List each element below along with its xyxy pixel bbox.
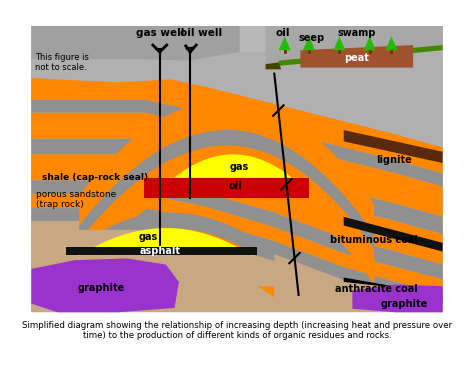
Polygon shape [333, 36, 346, 50]
Text: shale (cap-rock seal): shale (cap-rock seal) [42, 173, 148, 182]
Polygon shape [31, 74, 443, 173]
Polygon shape [31, 26, 239, 61]
Polygon shape [364, 36, 376, 50]
Polygon shape [166, 154, 301, 185]
Polygon shape [279, 36, 291, 50]
Polygon shape [344, 278, 443, 302]
Polygon shape [385, 36, 398, 50]
Polygon shape [31, 312, 443, 366]
Text: asphalt: asphalt [139, 246, 180, 256]
Text: anthracite coal: anthracite coal [335, 284, 418, 294]
Polygon shape [31, 230, 443, 312]
Text: gas: gas [230, 162, 249, 172]
Text: oil: oil [228, 181, 242, 191]
Text: oil: oil [276, 28, 290, 38]
Polygon shape [303, 36, 315, 50]
Polygon shape [31, 258, 179, 312]
Polygon shape [279, 45, 443, 66]
Polygon shape [31, 100, 443, 187]
Text: graphite: graphite [381, 299, 428, 309]
Text: peat: peat [344, 53, 369, 63]
Polygon shape [265, 62, 281, 69]
Text: graphite: graphite [77, 283, 124, 293]
Polygon shape [31, 26, 443, 312]
Polygon shape [344, 217, 443, 252]
Text: porous sandstone
(trap rock): porous sandstone (trap rock) [36, 190, 116, 209]
Polygon shape [31, 194, 443, 295]
Polygon shape [144, 178, 309, 198]
Polygon shape [352, 285, 443, 312]
Polygon shape [31, 52, 265, 82]
Polygon shape [31, 154, 443, 265]
Polygon shape [31, 180, 443, 279]
Polygon shape [79, 228, 253, 256]
Polygon shape [66, 212, 274, 272]
Polygon shape [31, 52, 443, 308]
Polygon shape [31, 221, 443, 312]
Polygon shape [265, 26, 443, 67]
Polygon shape [31, 208, 443, 308]
Text: bituminous coal: bituminous coal [329, 235, 418, 245]
Text: This figure is
not to scale.: This figure is not to scale. [35, 53, 89, 72]
Polygon shape [79, 100, 374, 234]
Text: Simplified diagram showing the relationship of increasing depth (increasing heat: Simplified diagram showing the relations… [22, 321, 452, 340]
Text: oil well: oil well [181, 28, 222, 38]
Polygon shape [301, 45, 413, 67]
Polygon shape [66, 247, 257, 255]
Text: gas well: gas well [136, 28, 184, 38]
Text: seep: seep [299, 33, 325, 43]
Polygon shape [79, 146, 374, 285]
Polygon shape [31, 139, 443, 234]
Text: lignite: lignite [375, 156, 411, 165]
Text: gas: gas [139, 232, 158, 242]
Polygon shape [344, 130, 443, 163]
Text: swamp: swamp [337, 28, 376, 38]
Polygon shape [79, 130, 374, 250]
Polygon shape [66, 228, 274, 302]
Polygon shape [31, 113, 443, 217]
